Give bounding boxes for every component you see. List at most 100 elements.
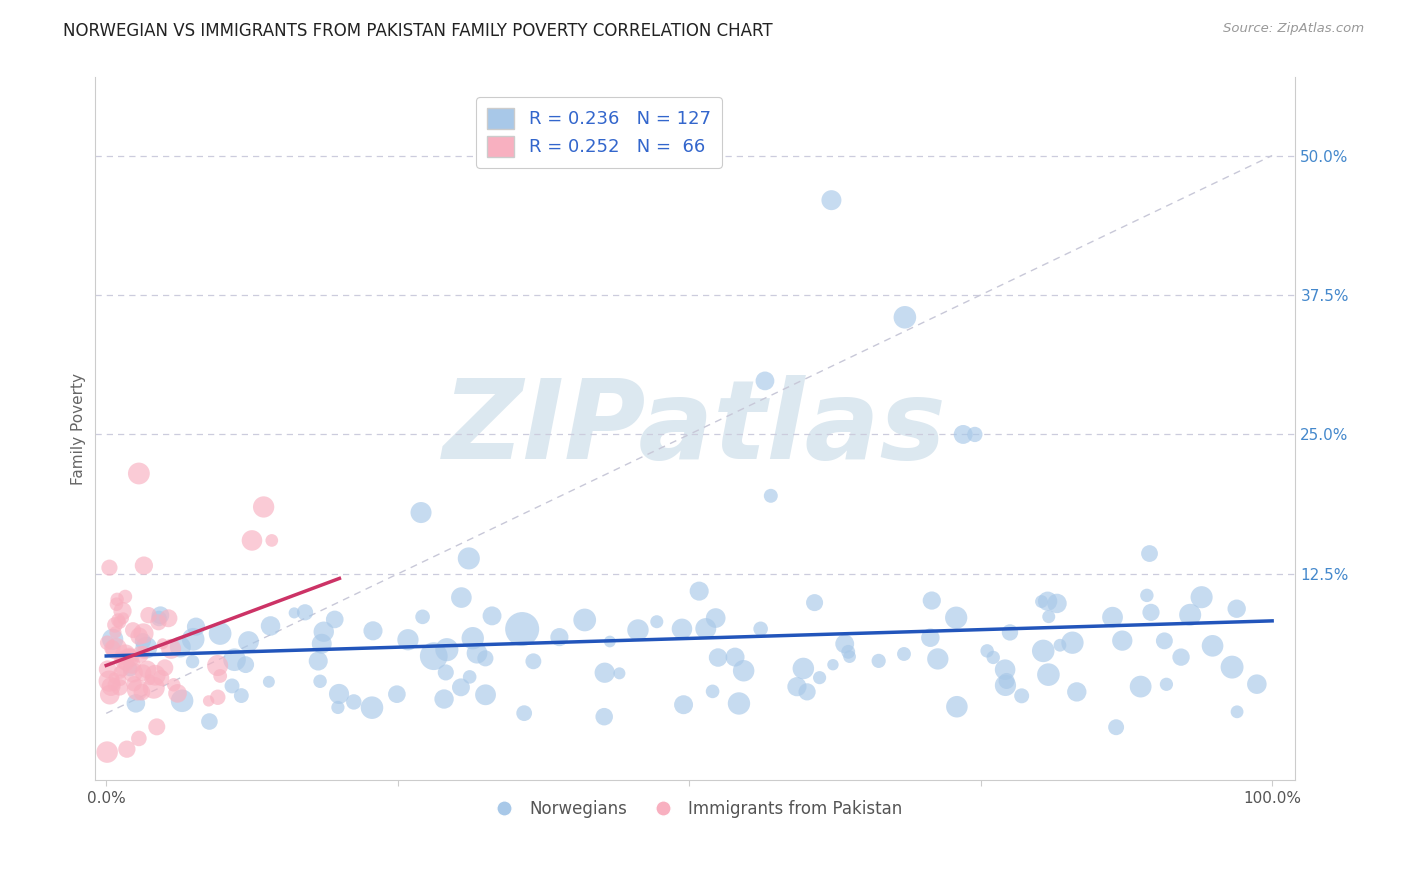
Point xyxy=(1246,677,1268,691)
Point xyxy=(1178,607,1201,622)
Point xyxy=(152,637,174,651)
Point xyxy=(1032,644,1054,658)
Point xyxy=(143,668,166,682)
Point xyxy=(1038,667,1060,681)
Point xyxy=(733,664,755,678)
Point xyxy=(963,427,986,442)
Point xyxy=(148,611,170,625)
Point xyxy=(702,684,724,698)
Point xyxy=(481,608,503,623)
Point xyxy=(792,661,814,675)
Point xyxy=(671,622,693,636)
Point xyxy=(132,634,155,648)
Point xyxy=(803,596,825,610)
Point xyxy=(465,646,488,660)
Point xyxy=(240,533,263,548)
Point xyxy=(103,671,125,685)
Point xyxy=(423,649,446,664)
Point xyxy=(108,665,131,680)
Point xyxy=(510,622,533,636)
Point xyxy=(115,657,138,671)
Point xyxy=(1036,594,1059,608)
Point xyxy=(111,604,134,618)
Point xyxy=(952,427,974,442)
Point xyxy=(149,608,172,623)
Point xyxy=(1101,610,1123,624)
Point xyxy=(995,673,1018,688)
Point xyxy=(209,669,232,683)
Point xyxy=(704,611,727,625)
Point xyxy=(114,590,136,604)
Point xyxy=(120,651,142,665)
Point xyxy=(224,653,246,667)
Point xyxy=(181,655,204,669)
Point xyxy=(609,666,631,681)
Point xyxy=(294,605,316,619)
Point xyxy=(128,467,150,481)
Point xyxy=(976,644,998,658)
Point xyxy=(136,663,159,677)
Point xyxy=(994,678,1017,692)
Point xyxy=(328,687,350,701)
Point xyxy=(128,731,150,746)
Point xyxy=(1153,633,1175,648)
Point xyxy=(1046,596,1069,610)
Point xyxy=(170,694,193,708)
Point xyxy=(433,692,456,706)
Point xyxy=(207,690,229,705)
Point xyxy=(108,681,131,695)
Point xyxy=(1201,639,1223,653)
Point xyxy=(110,673,132,688)
Point xyxy=(135,640,157,655)
Point xyxy=(197,694,219,708)
Point xyxy=(169,640,191,654)
Point xyxy=(593,709,616,723)
Point xyxy=(253,500,276,514)
Point xyxy=(1220,660,1243,674)
Point xyxy=(112,611,135,625)
Point xyxy=(105,641,128,656)
Point xyxy=(361,624,384,638)
Point xyxy=(786,680,808,694)
Point xyxy=(1139,547,1161,561)
Point xyxy=(122,623,145,637)
Point xyxy=(184,620,207,634)
Point xyxy=(142,681,165,695)
Point xyxy=(166,686,188,700)
Point xyxy=(688,584,710,599)
Point xyxy=(97,662,120,676)
Point xyxy=(121,658,143,673)
Point xyxy=(120,662,142,676)
Point xyxy=(138,608,160,623)
Point xyxy=(1191,590,1213,604)
Point xyxy=(132,665,155,680)
Point xyxy=(98,674,121,689)
Point xyxy=(260,533,283,548)
Point xyxy=(834,637,856,651)
Point xyxy=(307,654,329,668)
Point xyxy=(1105,720,1128,734)
Point xyxy=(837,645,859,659)
Point xyxy=(125,696,148,710)
Point xyxy=(436,642,458,657)
Point xyxy=(326,700,349,714)
Point xyxy=(107,613,129,627)
Point xyxy=(1129,680,1152,694)
Legend: Norwegians, Immigrants from Pakistan: Norwegians, Immigrants from Pakistan xyxy=(481,793,910,825)
Point xyxy=(1111,633,1133,648)
Point xyxy=(412,610,434,624)
Point xyxy=(759,489,782,503)
Point xyxy=(257,674,280,689)
Point xyxy=(707,650,730,665)
Point xyxy=(627,623,650,637)
Point xyxy=(754,374,776,388)
Point xyxy=(724,650,747,665)
Point xyxy=(945,610,967,624)
Point xyxy=(894,310,917,325)
Point xyxy=(522,654,544,668)
Point xyxy=(450,591,472,605)
Point xyxy=(574,613,596,627)
Point xyxy=(207,658,229,673)
Point xyxy=(1011,689,1033,703)
Point xyxy=(238,634,260,648)
